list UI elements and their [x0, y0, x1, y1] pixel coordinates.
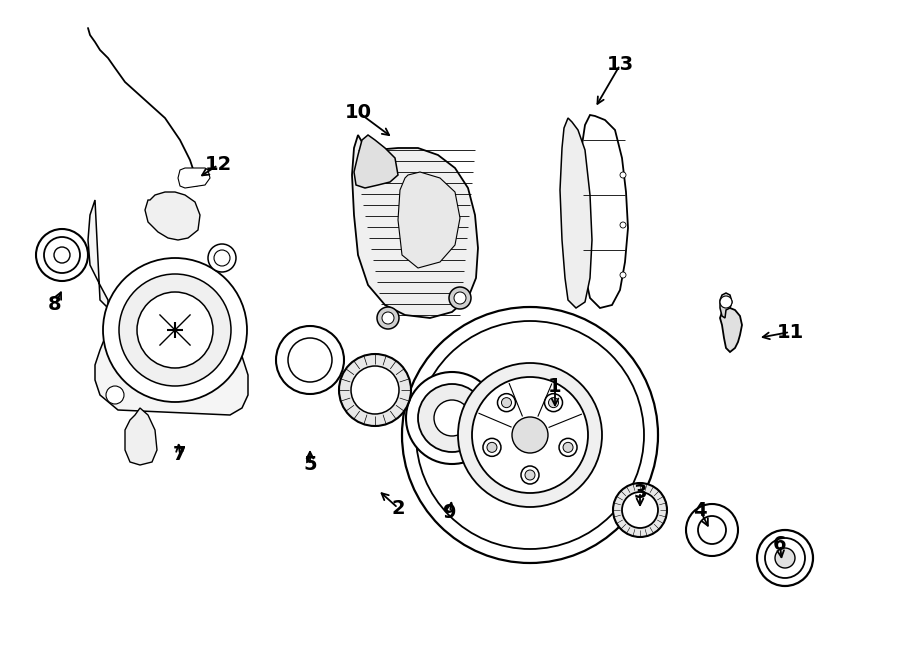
Circle shape — [377, 307, 399, 329]
Polygon shape — [720, 293, 732, 318]
Polygon shape — [720, 308, 742, 352]
Circle shape — [190, 173, 200, 183]
Polygon shape — [580, 115, 628, 308]
Circle shape — [382, 312, 394, 324]
Text: 2: 2 — [392, 498, 405, 518]
Polygon shape — [352, 135, 478, 318]
Text: 9: 9 — [443, 502, 456, 522]
Circle shape — [187, 170, 203, 186]
Circle shape — [416, 321, 644, 549]
Circle shape — [622, 492, 658, 528]
Text: 12: 12 — [204, 155, 231, 175]
Circle shape — [449, 287, 471, 309]
Circle shape — [276, 326, 344, 394]
Polygon shape — [145, 192, 200, 240]
Circle shape — [563, 442, 573, 452]
Circle shape — [483, 438, 501, 456]
Circle shape — [106, 386, 124, 404]
Circle shape — [686, 504, 738, 556]
Circle shape — [454, 292, 466, 304]
Circle shape — [339, 354, 411, 426]
Circle shape — [512, 417, 548, 453]
Polygon shape — [560, 118, 592, 308]
Circle shape — [418, 384, 486, 452]
Text: 11: 11 — [777, 323, 804, 342]
Polygon shape — [125, 408, 157, 465]
Circle shape — [351, 366, 399, 414]
Circle shape — [402, 307, 658, 563]
Circle shape — [487, 442, 497, 452]
Circle shape — [36, 229, 88, 281]
Circle shape — [406, 372, 498, 464]
Circle shape — [472, 377, 588, 493]
Circle shape — [698, 516, 726, 544]
Circle shape — [288, 338, 332, 382]
Text: 10: 10 — [345, 102, 372, 122]
Circle shape — [44, 237, 80, 273]
Text: 3: 3 — [634, 483, 647, 502]
Circle shape — [620, 172, 626, 178]
Circle shape — [501, 398, 511, 408]
Text: 13: 13 — [607, 56, 634, 75]
Circle shape — [765, 538, 805, 578]
Circle shape — [559, 438, 577, 456]
Polygon shape — [178, 168, 210, 188]
Circle shape — [720, 296, 732, 308]
Polygon shape — [88, 200, 248, 415]
Circle shape — [54, 247, 70, 263]
Text: 8: 8 — [49, 295, 62, 315]
Text: 4: 4 — [693, 500, 706, 520]
Circle shape — [434, 400, 470, 436]
Circle shape — [208, 244, 236, 272]
Circle shape — [214, 250, 230, 266]
Circle shape — [525, 470, 535, 480]
Circle shape — [548, 398, 559, 408]
Circle shape — [521, 466, 539, 484]
Circle shape — [775, 548, 795, 568]
Circle shape — [544, 394, 562, 412]
Text: 6: 6 — [773, 535, 787, 555]
Circle shape — [620, 272, 626, 278]
Text: 5: 5 — [303, 455, 317, 475]
Text: 1: 1 — [548, 377, 562, 397]
Text: 7: 7 — [173, 446, 187, 465]
Circle shape — [620, 222, 626, 228]
Circle shape — [103, 258, 247, 402]
Polygon shape — [398, 172, 460, 268]
Circle shape — [458, 363, 602, 507]
Circle shape — [119, 274, 231, 386]
Circle shape — [498, 394, 516, 412]
Circle shape — [757, 530, 813, 586]
Circle shape — [613, 483, 667, 537]
Circle shape — [137, 292, 213, 368]
Polygon shape — [354, 135, 398, 188]
